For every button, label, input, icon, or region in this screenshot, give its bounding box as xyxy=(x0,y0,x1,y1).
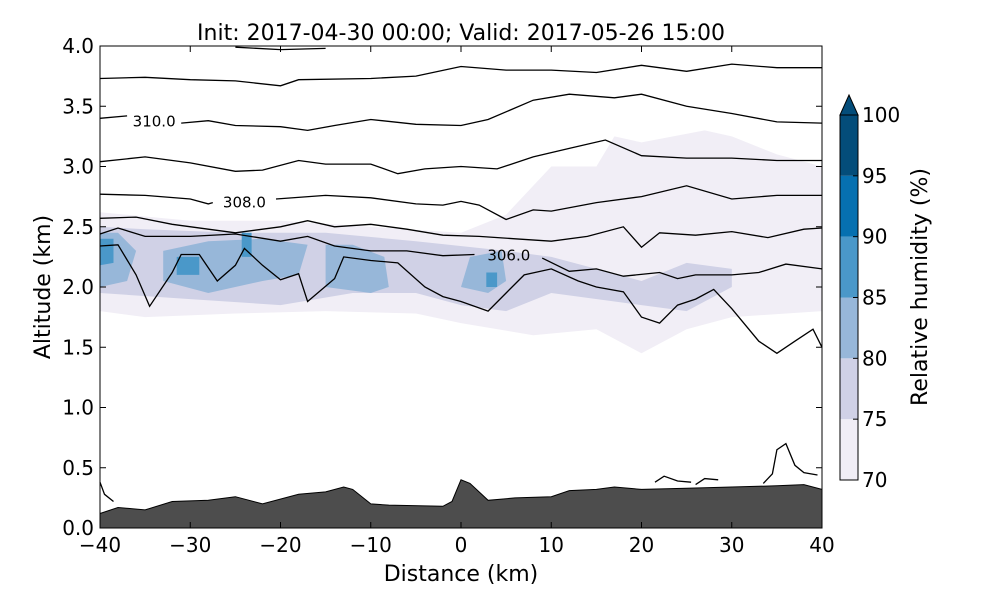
contour-label-layer: 310.0 308.0 306.0 xyxy=(133,113,531,265)
theta-contour-line xyxy=(181,93,823,132)
contour-label: 306.0 xyxy=(487,246,530,264)
theta-contour-line xyxy=(541,257,823,280)
y-axis-label: Altitude (km) xyxy=(31,215,56,359)
x-tick-label: 0 xyxy=(455,533,468,557)
humidity-fill-85 xyxy=(176,256,200,275)
colorbar-segment xyxy=(840,236,858,298)
humidity-fill-85 xyxy=(100,238,114,266)
colorbar-tick-label: 100 xyxy=(862,103,900,127)
y-tick-label: 1.0 xyxy=(62,396,94,420)
colorbar-segment xyxy=(840,358,858,420)
theta-contour-line xyxy=(99,115,128,119)
theta-contour-line xyxy=(695,477,719,486)
humidity-fill-85 xyxy=(486,272,498,287)
y-tick-label: 1.5 xyxy=(62,335,94,359)
colorbar-segment xyxy=(840,419,858,480)
colorbar-label: Relative humidity (%) xyxy=(908,168,933,406)
x-tick-label: −20 xyxy=(259,533,301,557)
colorbar-tick-label: 85 xyxy=(862,286,887,310)
theta-contour-line xyxy=(275,185,822,221)
y-tick-label: 2.0 xyxy=(62,275,94,299)
y-tick-label: 3.0 xyxy=(62,155,94,179)
colorbar-tick-label: 70 xyxy=(862,468,887,492)
terrain xyxy=(99,479,823,529)
theta-contour-line xyxy=(99,63,822,87)
x-tick-label: 40 xyxy=(809,533,834,557)
colorbar-segment xyxy=(840,115,858,176)
humidity-fill-80 xyxy=(325,244,389,293)
colorbar-tick-label: 80 xyxy=(862,346,887,370)
theta-contour-line xyxy=(762,442,818,484)
theta-contour-line xyxy=(99,244,823,355)
chart-title: Init: 2017-04-30 00:00; Valid: 2017-05-2… xyxy=(197,21,725,46)
x-tick-label: 10 xyxy=(539,533,564,557)
x-tick-label: 30 xyxy=(719,533,744,557)
theta-contour-line xyxy=(99,139,822,175)
colorbar-tick-label: 75 xyxy=(862,407,887,431)
contour-label: 310.0 xyxy=(133,113,176,131)
colorbar-segment xyxy=(840,297,858,359)
colorbar-extend-arrow xyxy=(839,93,859,116)
theta-contour-line xyxy=(99,227,475,257)
colorbar-tick-label: 95 xyxy=(862,164,887,188)
y-tick-label: 3.5 xyxy=(62,94,94,118)
theta-contour-line xyxy=(99,216,823,249)
colorbar: 70 75 80 85 90 95 100 xyxy=(839,93,900,492)
y-tick-label: 2.5 xyxy=(62,215,94,239)
x-tick-label: 20 xyxy=(629,533,654,557)
y-tick-label: 0.5 xyxy=(62,456,94,480)
x-tick-label: −40 xyxy=(79,533,121,557)
x-tick-label: −10 xyxy=(350,533,392,557)
humidity-fill-layer xyxy=(100,130,822,354)
contour-label: 308.0 xyxy=(223,193,266,211)
axis-ticks: −40 −30 −20 −10 0 10 20 30 40 0.0 0.5 1.0 1.5 2.0 2.5 3… xyxy=(62,34,835,557)
theta-contour-line xyxy=(654,475,692,483)
y-tick-label: 0.0 xyxy=(62,516,94,540)
humidity-fill-85 xyxy=(241,232,252,257)
colorbar-tick-label: 90 xyxy=(862,225,887,249)
x-tick-label: −30 xyxy=(169,533,211,557)
theta-contour-line xyxy=(99,481,114,503)
y-tick-label: 4.0 xyxy=(62,34,94,58)
terrain-layer xyxy=(99,479,823,529)
theta-contour-line xyxy=(99,193,213,205)
x-axis-label: Distance (km) xyxy=(384,562,539,587)
colorbar-segment xyxy=(840,175,858,237)
